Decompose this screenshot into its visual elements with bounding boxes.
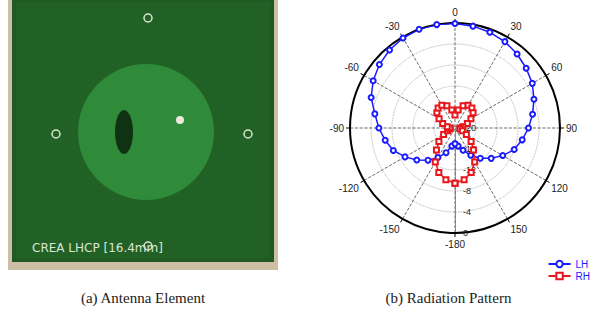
svg-text:RH: RH [576, 271, 590, 282]
svg-text:0: 0 [452, 7, 458, 18]
svg-text:-8: -8 [463, 186, 471, 196]
svg-text:LH: LH [576, 259, 589, 270]
svg-text:-16: -16 [463, 144, 476, 154]
svg-text:30: 30 [511, 21, 523, 32]
svg-text:-60: -60 [344, 62, 359, 73]
svg-text:CREA LHCP [16.4mm]: CREA LHCP [16.4mm] [32, 241, 163, 255]
html-text:(b) Radiation Pattern: (b) Radiation Pattern [385, 290, 512, 306]
svg-text:-12: -12 [463, 165, 476, 175]
svg-text:-180: -180 [445, 239, 465, 250]
svg-text:120: 120 [551, 183, 568, 194]
svg-text:0: 0 [463, 228, 468, 238]
html-text:(a) Antenna Element: (a) Antenna Element [80, 290, 206, 306]
svg-text:-4: -4 [463, 207, 471, 217]
svg-text:90: 90 [566, 123, 578, 134]
svg-text:150: 150 [511, 224, 528, 235]
svg-text:-30: -30 [385, 21, 400, 32]
svg-text:-150: -150 [379, 224, 399, 235]
svg-text:-90: -90 [330, 123, 345, 134]
svg-text:60: 60 [551, 62, 563, 73]
svg-text:-120: -120 [339, 183, 359, 194]
